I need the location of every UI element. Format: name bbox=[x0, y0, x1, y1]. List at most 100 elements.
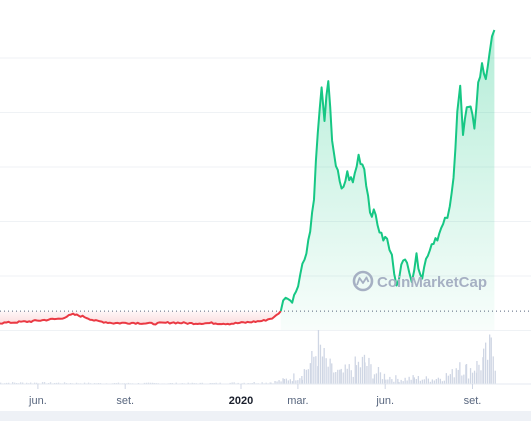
volume-bar bbox=[325, 358, 327, 384]
volume-bar bbox=[293, 373, 295, 384]
volume-bar bbox=[289, 379, 291, 384]
volume-bar bbox=[335, 372, 337, 384]
volume-bar bbox=[457, 369, 459, 384]
x-tick-label: jun. bbox=[28, 395, 47, 407]
x-tick-label: set. bbox=[116, 395, 134, 407]
volume-bar bbox=[366, 366, 368, 384]
volume-bar bbox=[83, 382, 86, 384]
volume-bar bbox=[381, 379, 384, 384]
volume-bar bbox=[145, 382, 148, 384]
volume-bar bbox=[41, 382, 44, 384]
volume-bar bbox=[191, 382, 193, 384]
volume-bar bbox=[385, 379, 387, 384]
volume-bar bbox=[429, 381, 431, 384]
volume-bar bbox=[439, 378, 441, 384]
volume-bar bbox=[453, 377, 455, 384]
volume-bar bbox=[278, 380, 280, 384]
gridlines bbox=[0, 57, 531, 331]
volume-bar bbox=[276, 381, 278, 384]
volume-bar bbox=[43, 382, 46, 384]
volume-bar bbox=[219, 382, 221, 384]
volume-bar bbox=[20, 382, 22, 384]
volume-bar bbox=[63, 382, 66, 384]
volume-bar bbox=[6, 382, 8, 384]
volume-bar bbox=[215, 382, 217, 384]
volume-bar bbox=[465, 364, 468, 384]
volume-bar bbox=[36, 382, 38, 384]
volume-bar bbox=[361, 356, 364, 384]
volume-bar bbox=[237, 382, 239, 384]
volume-bar bbox=[331, 363, 333, 384]
volume-bar bbox=[143, 382, 146, 384]
volume-bars bbox=[0, 330, 496, 384]
volume-bar bbox=[423, 379, 425, 384]
volume-bar bbox=[445, 373, 447, 384]
volume-bar bbox=[274, 381, 276, 384]
volume-bar bbox=[459, 362, 461, 384]
volume-bar bbox=[299, 378, 301, 384]
x-tick-label: mar. bbox=[287, 395, 308, 407]
volume-bar bbox=[397, 378, 399, 384]
volume-bar bbox=[487, 359, 489, 384]
volume-bar bbox=[433, 380, 435, 384]
volume-bar bbox=[55, 382, 58, 384]
volume-bar bbox=[441, 381, 443, 384]
price-lines bbox=[0, 29, 496, 326]
volume-bar bbox=[473, 370, 476, 384]
volume-bar bbox=[476, 361, 478, 384]
volume-bar bbox=[352, 376, 354, 384]
volume-bar bbox=[492, 356, 494, 384]
volume-bar bbox=[270, 382, 272, 384]
volume-bar bbox=[313, 356, 315, 384]
volume-bar bbox=[333, 372, 335, 384]
volume-bar bbox=[201, 382, 203, 384]
volume-bar bbox=[415, 379, 417, 384]
series-area-up bbox=[280, 30, 495, 330]
volume-bar bbox=[319, 344, 322, 384]
volume-bar bbox=[117, 382, 120, 384]
volume-bar bbox=[480, 370, 482, 384]
volume-bar bbox=[317, 330, 320, 384]
range-scrollbar[interactable] bbox=[0, 411, 531, 421]
volume-bar bbox=[280, 381, 282, 384]
volume-bar bbox=[372, 378, 374, 384]
volume-bar bbox=[391, 379, 393, 384]
volume-bar bbox=[22, 382, 24, 384]
volume-bar bbox=[34, 382, 36, 384]
volume-bar bbox=[483, 348, 485, 384]
volume-bar bbox=[395, 375, 397, 384]
volume-bar bbox=[357, 361, 360, 384]
volume-bar bbox=[379, 372, 382, 384]
x-tick-label: jun. bbox=[375, 395, 394, 407]
volume-bar bbox=[75, 382, 78, 384]
volume-bar bbox=[199, 382, 201, 384]
volume-bar bbox=[370, 364, 372, 384]
volume-bar bbox=[393, 381, 395, 384]
volume-bar bbox=[417, 376, 419, 384]
watermark-text: CoinMarketCap bbox=[377, 274, 487, 291]
volume-bar bbox=[427, 378, 429, 384]
volume-bar bbox=[327, 366, 329, 384]
volume-bar bbox=[12, 382, 14, 384]
volume-bar bbox=[398, 382, 400, 384]
volume-bar bbox=[449, 374, 451, 384]
volume-bar bbox=[151, 382, 154, 384]
volume-bar bbox=[329, 358, 331, 384]
volume-bar bbox=[443, 380, 445, 384]
series-line-down bbox=[0, 310, 282, 326]
volume-bar bbox=[337, 369, 339, 384]
volume-bar bbox=[485, 342, 487, 384]
volume-bar bbox=[30, 382, 32, 384]
x-tick-label: set. bbox=[464, 395, 482, 407]
volume-bar bbox=[342, 372, 344, 384]
volume-bar bbox=[402, 381, 404, 384]
volume-bar bbox=[348, 364, 350, 384]
volume-bar bbox=[311, 351, 313, 384]
volume-bar bbox=[455, 368, 457, 384]
volume-bar bbox=[350, 370, 352, 384]
volume-bar bbox=[400, 379, 402, 384]
volume-bar bbox=[49, 382, 52, 384]
volume-bar bbox=[421, 379, 423, 384]
volume-bar bbox=[253, 382, 255, 384]
volume-bar bbox=[147, 382, 150, 384]
